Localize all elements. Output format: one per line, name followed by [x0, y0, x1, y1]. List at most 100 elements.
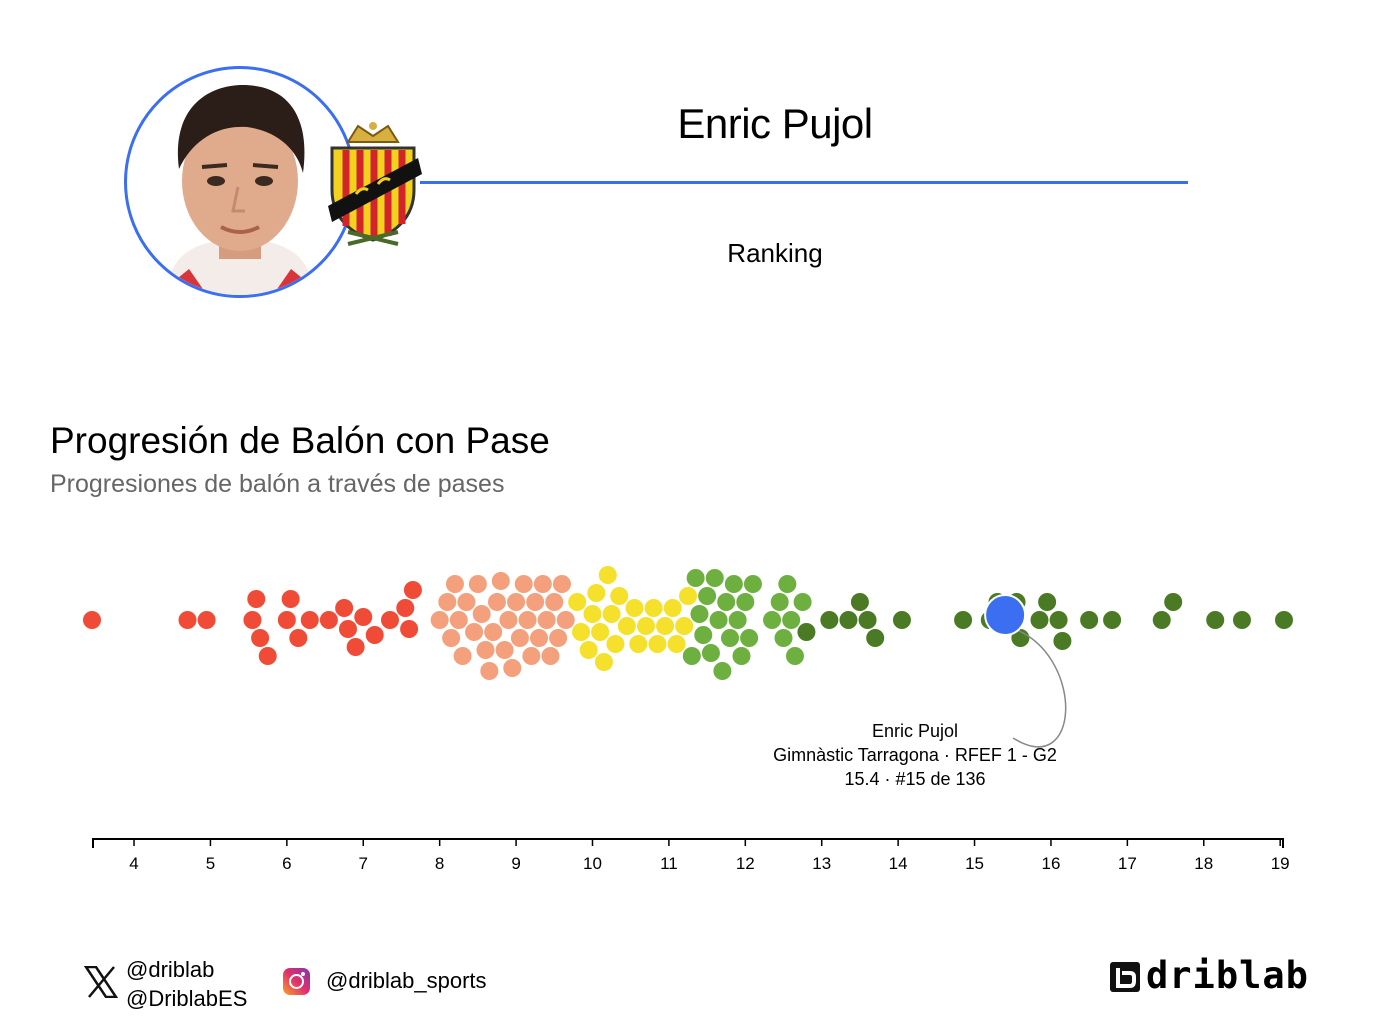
player-dot[interactable]	[636, 617, 655, 635]
player-dot[interactable]	[774, 629, 793, 647]
player-dot[interactable]	[495, 641, 514, 659]
x-handle-primary[interactable]: @driblab	[126, 957, 215, 982]
player-dot[interactable]	[178, 611, 197, 629]
player-dot[interactable]	[1103, 611, 1122, 629]
player-dot[interactable]	[797, 623, 816, 641]
player-dot[interactable]	[526, 593, 545, 611]
player-dot[interactable]	[499, 611, 518, 629]
player-dot[interactable]	[258, 647, 277, 665]
player-dot[interactable]	[793, 593, 812, 611]
player-dot[interactable]	[549, 629, 568, 647]
player-dot[interactable]	[694, 626, 713, 644]
player-dot[interactable]	[510, 629, 529, 647]
highlighted-player-dot[interactable]	[984, 594, 1027, 636]
player-dot[interactable]	[606, 635, 625, 653]
player-dot[interactable]	[850, 593, 869, 611]
player-dot[interactable]	[476, 641, 495, 659]
player-dot[interactable]	[892, 611, 911, 629]
player-dot[interactable]	[289, 629, 308, 647]
player-dot[interactable]	[338, 620, 357, 638]
player-dot[interactable]	[663, 599, 682, 617]
player-dot[interactable]	[644, 599, 663, 617]
player-dot[interactable]	[552, 575, 571, 593]
player-dot[interactable]	[335, 599, 354, 617]
player-dot[interactable]	[365, 626, 384, 644]
player-dot[interactable]	[1080, 611, 1099, 629]
player-dot[interactable]	[770, 593, 789, 611]
player-dot[interactable]	[445, 575, 464, 593]
player-dot[interactable]	[468, 575, 487, 593]
player-dot[interactable]	[1030, 611, 1049, 629]
player-dot[interactable]	[839, 611, 858, 629]
player-dot[interactable]	[686, 569, 705, 587]
player-dot[interactable]	[465, 623, 484, 641]
player-dot[interactable]	[484, 623, 503, 641]
player-dot[interactable]	[698, 587, 717, 605]
player-dot[interactable]	[457, 593, 476, 611]
player-dot[interactable]	[717, 593, 736, 611]
player-dot[interactable]	[442, 629, 461, 647]
player-dot[interactable]	[518, 611, 537, 629]
player-dot[interactable]	[530, 629, 548, 647]
player-dot[interactable]	[763, 611, 782, 629]
player-dot[interactable]	[1038, 593, 1057, 611]
player-dot[interactable]	[346, 638, 365, 656]
player-dot[interactable]	[778, 575, 797, 593]
player-dot[interactable]	[728, 611, 747, 629]
player-dot[interactable]	[533, 575, 552, 593]
player-dot[interactable]	[438, 593, 457, 611]
player-dot[interactable]	[583, 605, 602, 623]
player-dot[interactable]	[1275, 611, 1293, 629]
player-dot[interactable]	[675, 617, 694, 635]
player-dot[interactable]	[300, 611, 319, 629]
player-dot[interactable]	[743, 575, 762, 593]
player-dot[interactable]	[785, 647, 804, 665]
player-dot[interactable]	[1164, 593, 1183, 611]
player-dot[interactable]	[587, 584, 606, 602]
player-dot[interactable]	[682, 647, 701, 665]
player-dot[interactable]	[594, 653, 613, 671]
player-dot[interactable]	[667, 635, 686, 653]
player-dot[interactable]	[1152, 611, 1171, 629]
player-dot[interactable]	[556, 611, 575, 629]
player-dot[interactable]	[732, 647, 751, 665]
player-dot[interactable]	[381, 611, 399, 629]
player-dot[interactable]	[430, 611, 449, 629]
player-dot[interactable]	[579, 641, 598, 659]
player-dot[interactable]	[598, 566, 617, 584]
player-dot[interactable]	[319, 611, 338, 629]
player-dot[interactable]	[1049, 611, 1068, 629]
player-dot[interactable]	[866, 629, 885, 647]
player-dot[interactable]	[572, 623, 591, 641]
player-dot[interactable]	[541, 647, 560, 665]
player-dot[interactable]	[701, 644, 720, 662]
player-dot[interactable]	[713, 662, 732, 680]
player-dot[interactable]	[503, 659, 522, 677]
player-dot[interactable]	[491, 572, 510, 590]
player-dot[interactable]	[396, 599, 415, 617]
player-dot[interactable]	[277, 611, 296, 629]
player-dot[interactable]	[568, 593, 587, 611]
player-dot[interactable]	[507, 593, 526, 611]
player-dot[interactable]	[83, 611, 101, 629]
player-dot[interactable]	[656, 617, 675, 635]
player-dot[interactable]	[679, 587, 697, 605]
player-dot[interactable]	[954, 611, 973, 629]
player-dot[interactable]	[1232, 611, 1251, 629]
player-dot[interactable]	[247, 590, 266, 608]
player-dot[interactable]	[629, 635, 648, 653]
player-dot[interactable]	[705, 569, 724, 587]
player-dot[interactable]	[480, 662, 499, 680]
player-dot[interactable]	[591, 623, 610, 641]
player-dot[interactable]	[522, 647, 541, 665]
player-dot[interactable]	[782, 611, 801, 629]
player-dot[interactable]	[610, 587, 629, 605]
player-dot[interactable]	[690, 605, 709, 623]
player-dot[interactable]	[625, 599, 644, 617]
player-dot[interactable]	[724, 575, 743, 593]
player-dot[interactable]	[514, 575, 533, 593]
player-dot[interactable]	[721, 629, 740, 647]
player-dot[interactable]	[709, 611, 728, 629]
player-dot[interactable]	[858, 611, 877, 629]
player-dot[interactable]	[820, 611, 839, 629]
